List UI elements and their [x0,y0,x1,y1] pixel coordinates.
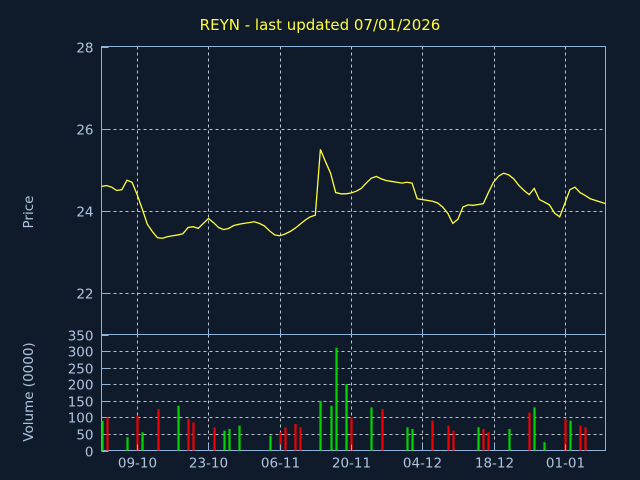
x-tick-label: 23-10 [189,456,228,472]
price-axis-title: Price [21,196,37,229]
volume-tick-label: 300 [68,345,94,361]
volume-tick-label: 200 [68,378,94,394]
chart-title: REYN - last updated 07/01/2026 [199,16,441,34]
volume-tick-label: 0 [85,445,94,461]
x-tick-label: 01-01 [546,456,585,472]
x-tick-label: 04-12 [403,456,442,472]
volume-tick-label: 100 [68,411,94,427]
price-gridlines [101,46,606,335]
x-tick-label: 18-12 [475,456,514,472]
price-line-series [101,149,606,239]
volume-tick-label: 150 [68,395,94,411]
volume-axis-title: Volume (0000) [21,342,37,441]
volume-bars [101,347,587,451]
price-tick-label: 24 [76,205,93,221]
x-axis-labels: 09-10 23-10 06-11 20-11 04-12 18-12 01-01 [118,456,585,472]
x-tick-label: 20-11 [332,456,371,472]
volume-tick-label: 350 [68,329,94,345]
volume-tick-label: 50 [76,428,93,444]
volume-tick-label: 250 [68,362,94,378]
price-axis-labels: 22 24 26 28 [76,41,93,303]
price-plot-frame [101,46,606,335]
price-axis-ticks [101,47,109,294]
volume-plot-frame [101,334,606,451]
price-tick-label: 26 [76,123,93,139]
x-axis-ticks [137,328,566,451]
x-tick-label: 09-10 [118,456,157,472]
x-tick-label: 06-11 [261,456,300,472]
price-tick-label: 28 [76,41,93,57]
price-tick-label: 22 [76,287,93,303]
